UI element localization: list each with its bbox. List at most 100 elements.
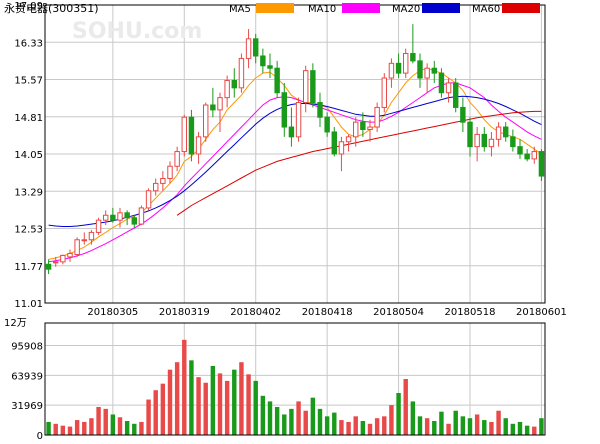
volume-bar — [453, 410, 458, 435]
candle-body — [388, 62, 395, 79]
volume-bar — [460, 416, 466, 435]
candle-body — [481, 133, 488, 148]
volume-bar — [424, 418, 430, 435]
volume-bar — [110, 414, 116, 435]
candle — [195, 131, 202, 164]
volume-bar — [174, 362, 180, 435]
candle-body — [167, 165, 173, 180]
volume-bar — [253, 380, 258, 435]
candle — [245, 29, 252, 69]
candle — [74, 237, 80, 257]
candle-body — [67, 252, 73, 258]
volume-plot-frame — [44, 322, 546, 436]
ma10-line — [48, 82, 542, 263]
candle — [510, 129, 516, 152]
volume-bar — [339, 420, 344, 435]
volume-bar — [217, 373, 223, 435]
volume-bar — [246, 374, 251, 435]
volume-bar — [310, 397, 316, 435]
volume-bar — [146, 399, 151, 435]
candle-body — [117, 212, 123, 221]
volume-bar — [96, 407, 101, 435]
candle — [45, 259, 52, 275]
candle — [88, 229, 95, 245]
date-tick-label: 20180319 — [159, 307, 210, 318]
candle-body — [467, 121, 473, 148]
candle — [174, 146, 180, 172]
volume-bar — [60, 425, 66, 435]
price-tick-label: 13.29 — [14, 187, 43, 198]
price-tick-label: 12.53 — [14, 225, 43, 236]
ma5-legend-label: MA5 — [229, 4, 251, 15]
volume-bar — [517, 421, 523, 435]
candle — [274, 60, 280, 98]
volume-bar — [396, 393, 401, 435]
candle-body — [145, 190, 152, 209]
candle — [160, 171, 166, 191]
candle-body — [381, 77, 388, 108]
volume-bar — [482, 420, 487, 435]
candle — [267, 53, 273, 79]
candle — [395, 53, 402, 79]
candle — [110, 207, 116, 223]
volume-bar — [324, 416, 330, 435]
candle-body — [238, 57, 245, 89]
volume-bar — [303, 410, 308, 435]
candle-body — [445, 82, 452, 94]
volume-bar — [374, 418, 380, 435]
candle — [538, 149, 545, 181]
candle-body — [160, 178, 166, 184]
date-tick-label: 20180518 — [445, 307, 496, 318]
candle-body — [331, 131, 338, 155]
candle — [253, 33, 259, 64]
volume-bar — [260, 395, 266, 435]
price-tick-label: 11.01 — [14, 299, 43, 310]
volume-bar — [67, 426, 73, 435]
stock-title: 永贵电器(300351) — [4, 1, 99, 15]
candle — [95, 217, 102, 235]
volume-tick-label: 63939 — [11, 371, 43, 382]
date-tick-label: 20180504 — [373, 307, 424, 318]
candle-body — [295, 102, 302, 138]
volume-bar — [53, 423, 58, 435]
volume-bar — [360, 421, 366, 435]
price-tick-label: 14.05 — [14, 150, 43, 161]
volume-bar — [132, 423, 137, 435]
candle-body — [345, 136, 352, 143]
volume-bar — [167, 369, 173, 435]
candle — [303, 65, 309, 113]
candle — [317, 92, 323, 128]
volume-bar — [117, 417, 123, 435]
candle-body — [367, 126, 373, 130]
candle — [403, 48, 409, 79]
price-tick-label: 11.77 — [14, 262, 43, 273]
candle — [67, 249, 73, 262]
volume-bar — [532, 426, 537, 435]
candle — [117, 207, 123, 228]
candle-body — [438, 72, 445, 94]
watermark-text: SOHU.com — [72, 19, 202, 44]
candle — [181, 114, 187, 157]
candle-body — [510, 136, 516, 148]
ma60-legend-label: MA60 — [472, 4, 500, 15]
volume-bar — [346, 421, 351, 435]
candle — [324, 112, 330, 137]
candle-body — [195, 136, 202, 155]
candle-body — [245, 38, 252, 59]
volume-bar — [282, 414, 287, 435]
candle — [224, 75, 230, 108]
ma20-legend-swatch — [422, 3, 460, 13]
volume-bar — [432, 421, 437, 435]
candle — [367, 119, 373, 142]
candle-body — [453, 82, 459, 108]
volume-bar — [224, 380, 230, 435]
candle — [460, 97, 466, 132]
volume-bar — [353, 416, 358, 435]
volume-bar — [82, 421, 87, 435]
candle-body — [153, 182, 159, 192]
candle — [481, 127, 488, 152]
volume-bar — [539, 418, 544, 435]
candle — [260, 48, 266, 74]
volume-bar — [239, 362, 244, 435]
volume-bar — [446, 423, 451, 435]
